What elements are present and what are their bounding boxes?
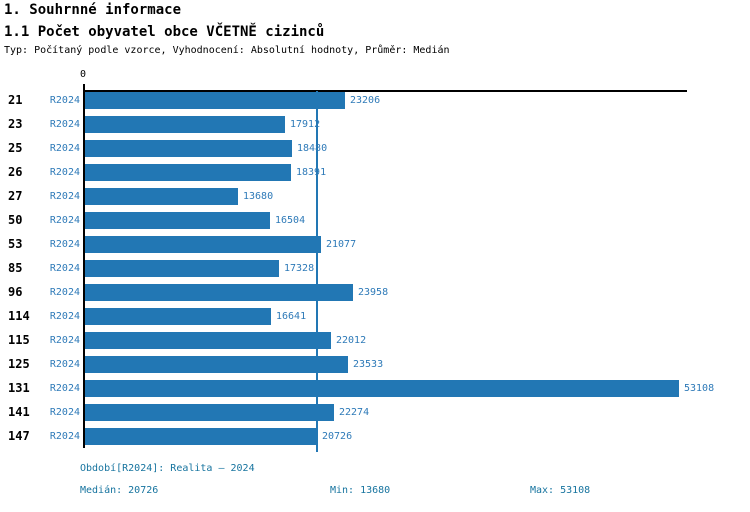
row-series-label: R2024 bbox=[49, 383, 80, 394]
bar-value-label: 53108 bbox=[684, 383, 715, 394]
bar-value-label: 16504 bbox=[275, 215, 306, 226]
bar bbox=[85, 188, 238, 205]
chart-meta-line: Typ: Počítaný podle vzorce, Vyhodnocení:… bbox=[4, 45, 450, 56]
row-category-label: 125 bbox=[8, 357, 30, 371]
row-category-label: 141 bbox=[8, 405, 30, 419]
bar bbox=[85, 236, 321, 253]
row-category-label: 115 bbox=[8, 333, 30, 347]
chart-title: 1.1 Počet obyvatel obce VČETNĚ cizinců bbox=[4, 24, 325, 40]
row-category-label: 114 bbox=[8, 309, 30, 323]
bar bbox=[85, 380, 679, 397]
x-axis-line bbox=[83, 90, 687, 92]
bar bbox=[85, 92, 345, 109]
bar bbox=[85, 284, 353, 301]
bar-value-label: 21077 bbox=[326, 239, 357, 250]
row-series-label: R2024 bbox=[49, 431, 80, 442]
row-category-label: 27 bbox=[8, 189, 23, 203]
row-series-label: R2024 bbox=[49, 167, 80, 178]
bar bbox=[85, 332, 331, 349]
x-axis-zero-label: 0 bbox=[79, 69, 87, 80]
row-series-label: R2024 bbox=[49, 215, 80, 226]
page-title: 1. Souhrnné informace bbox=[4, 2, 182, 18]
bar-value-label: 13680 bbox=[243, 191, 274, 202]
row-series-label: R2024 bbox=[49, 335, 80, 346]
bar-value-label: 20726 bbox=[322, 431, 353, 442]
y-axis-line bbox=[83, 90, 85, 448]
row-series-label: R2024 bbox=[49, 191, 80, 202]
row-category-label: 85 bbox=[8, 261, 23, 275]
bar bbox=[85, 212, 270, 229]
bar-value-label: 23533 bbox=[353, 359, 384, 370]
bar bbox=[85, 428, 317, 445]
footer-median-stat: Medián: 20726 bbox=[80, 485, 159, 496]
footer-max-stat: Max: 53108 bbox=[530, 485, 591, 496]
row-category-label: 23 bbox=[8, 117, 23, 131]
row-series-label: R2024 bbox=[49, 95, 80, 106]
row-category-label: 21 bbox=[8, 93, 23, 107]
row-category-label: 50 bbox=[8, 213, 23, 227]
bar bbox=[85, 260, 279, 277]
bar bbox=[85, 140, 292, 157]
row-category-label: 131 bbox=[8, 381, 30, 395]
bar-value-label: 23958 bbox=[358, 287, 389, 298]
footer-min-stat: Min: 13680 bbox=[330, 485, 391, 496]
row-category-label: 26 bbox=[8, 165, 23, 179]
bar bbox=[85, 356, 348, 373]
median-line bbox=[316, 91, 318, 452]
row-category-label: 96 bbox=[8, 285, 23, 299]
bar-value-label: 17328 bbox=[284, 263, 315, 274]
footer-period: Období[R2024]: Realita – 2024 bbox=[80, 463, 255, 474]
bar-value-label: 22012 bbox=[336, 335, 367, 346]
bar bbox=[85, 164, 291, 181]
bar bbox=[85, 116, 285, 133]
row-series-label: R2024 bbox=[49, 407, 80, 418]
row-category-label: 53 bbox=[8, 237, 23, 251]
row-series-label: R2024 bbox=[49, 239, 80, 250]
row-series-label: R2024 bbox=[49, 119, 80, 130]
row-category-label: 147 bbox=[8, 429, 30, 443]
bar bbox=[85, 404, 334, 421]
bar-value-label: 18480 bbox=[297, 143, 328, 154]
row-series-label: R2024 bbox=[49, 311, 80, 322]
row-series-label: R2024 bbox=[49, 287, 80, 298]
bar-value-label: 18391 bbox=[296, 167, 327, 178]
bar-value-label: 17912 bbox=[290, 119, 321, 130]
bar-value-label: 16641 bbox=[276, 311, 307, 322]
row-series-label: R2024 bbox=[49, 143, 80, 154]
bar bbox=[85, 308, 271, 325]
bar-value-label: 22274 bbox=[339, 407, 370, 418]
row-category-label: 25 bbox=[8, 141, 23, 155]
row-series-label: R2024 bbox=[49, 263, 80, 274]
x-axis-tick bbox=[83, 84, 85, 90]
row-series-label: R2024 bbox=[49, 359, 80, 370]
bar-value-label: 23206 bbox=[350, 95, 381, 106]
